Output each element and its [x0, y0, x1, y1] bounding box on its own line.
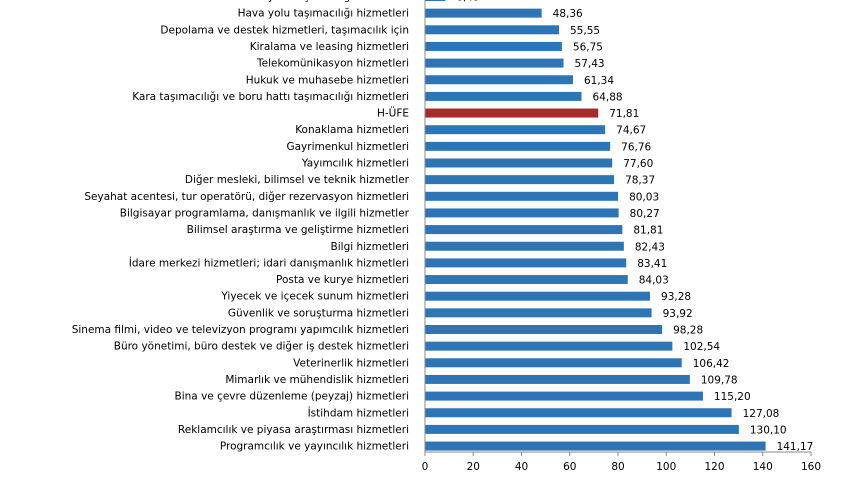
x-tick-label: 20 — [467, 461, 480, 473]
bar — [425, 308, 652, 318]
bar — [425, 408, 732, 418]
value-label: 64,88 — [593, 91, 623, 103]
value-label: 80,27 — [630, 208, 660, 220]
bar — [425, 91, 582, 101]
bar — [425, 175, 615, 185]
value-label: 106,42 — [693, 358, 730, 370]
category-label: Su yolu taşımacılığı hizmetleri — [251, 0, 409, 3]
value-label: 141,17 — [777, 441, 814, 453]
value-label: 98,28 — [673, 325, 703, 337]
value-label: 83,41 — [637, 258, 667, 270]
value-label: 71,81 — [609, 108, 639, 120]
bar — [425, 0, 446, 1]
category-label: Bilgisayar programlama, danışmanlık ve i… — [120, 207, 410, 219]
bar — [425, 41, 562, 51]
category-label: İstihdam hizmetleri — [308, 406, 409, 419]
bar — [425, 125, 606, 135]
value-label: 84,03 — [639, 275, 669, 287]
value-label: 61,34 — [584, 75, 614, 87]
category-label: Depolama ve destek hizmetleri, taşımacıl… — [160, 24, 409, 36]
bar — [425, 75, 573, 85]
bar — [425, 25, 560, 35]
value-label: 115,20 — [714, 391, 751, 403]
value-label: 81,81 — [633, 225, 663, 237]
category-label: Gayrimenkul hizmetleri — [286, 141, 409, 153]
bar — [425, 441, 766, 451]
category-label: Bilgi hizmetleri — [331, 241, 409, 253]
value-label: 55,55 — [570, 25, 600, 37]
value-label: 130,10 — [750, 424, 787, 436]
value-label: 77,60 — [623, 158, 653, 170]
bar — [425, 8, 542, 18]
category-label: Kiralama ve leasing hizmetleri — [250, 41, 409, 53]
category-label: Bilimsel araştırma ve geliştirme hizmetl… — [187, 224, 409, 236]
value-label: 82,43 — [635, 241, 665, 253]
category-label: Hukuk ve muhasebe hizmetleri — [246, 74, 409, 86]
bar — [425, 291, 651, 301]
value-label: 127,08 — [743, 408, 780, 420]
x-tick-label: 100 — [656, 461, 676, 473]
value-label: 57,43 — [575, 58, 605, 70]
value-label: 76,76 — [621, 141, 651, 153]
category-label: Reklamcılık ve piyasa araştırması hizmet… — [178, 424, 409, 436]
bar — [425, 241, 624, 251]
bar — [425, 108, 599, 118]
bar — [425, 358, 682, 368]
x-tick-label: 140 — [753, 461, 773, 473]
value-label: 93,92 — [663, 308, 693, 320]
category-label: Kara taşımacılığı ve boru hattı taşımacı… — [132, 91, 409, 103]
category-label: Yiyecek ve içecek sunum hizmetleri — [220, 291, 409, 303]
x-axis: 0 20 40 60 80 100 120 140 160 — [422, 0, 821, 473]
bar — [425, 424, 739, 434]
value-label: 102,54 — [683, 341, 720, 353]
value-label: 93,28 — [661, 291, 691, 303]
value-label: 56,75 — [573, 41, 603, 53]
category-label: Konaklama hizmetleri — [295, 124, 409, 136]
value-label: 74,67 — [616, 125, 646, 137]
bar — [425, 325, 663, 334]
value-label: 78,37 — [625, 175, 655, 187]
category-label: H-ÜFE — [377, 107, 409, 120]
bar — [425, 275, 628, 285]
category-label: Seyahat acentesi, tur operatörü, diğer r… — [84, 191, 409, 203]
x-tick-label: 60 — [563, 461, 576, 473]
category-label: Posta ve kurye hizmetleri — [276, 274, 409, 286]
x-tick-label: 40 — [515, 461, 528, 473]
bar — [425, 258, 627, 268]
category-label: Hava yolu taşımacılığı hizmetleri — [238, 8, 409, 20]
category-label: Mimarlık ve mühendislik hizmetleri — [225, 374, 409, 386]
category-labels: Su yolu taşımacılığı hizmetleri Hava yolu… — [72, 0, 410, 453]
bar — [425, 341, 673, 351]
bar — [425, 225, 623, 235]
category-label: Telekomünikasyon hizmetleri — [256, 58, 409, 70]
value-label: 80,03 — [629, 191, 659, 203]
category-label: Veterinerlik hizmetleri — [293, 357, 409, 369]
category-label: Büro yönetimi, büro destek ve diğer iş d… — [114, 341, 409, 353]
bar — [425, 191, 619, 201]
category-label: Sinema filmi, video ve televizyon progra… — [72, 324, 409, 336]
bar — [425, 158, 613, 168]
category-label: Programcılık ve yayıncılık hizmetleri — [220, 441, 409, 453]
value-label: 8,45 — [456, 0, 479, 4]
category-label: İdare merkezi hizmetleri; idari danışman… — [129, 256, 409, 269]
x-tick-label: 0 — [422, 461, 429, 473]
x-tick-label: 80 — [611, 461, 624, 473]
bar — [425, 374, 690, 384]
category-label: Bina ve çevre düzenleme (peyzaj) hizmetl… — [175, 391, 409, 403]
value-label: 109,78 — [701, 374, 738, 386]
category-label: Diğer mesleki, bilimsel ve teknik hizmet… — [185, 174, 410, 186]
bar — [425, 141, 611, 151]
bar — [425, 391, 703, 401]
category-label: Yayımcılık hizmetleri — [301, 158, 409, 170]
x-tick-label: 160 — [801, 461, 821, 473]
bar — [425, 58, 564, 68]
value-label: 48,36 — [553, 8, 583, 20]
bars-layer — [425, 0, 766, 451]
bar — [425, 208, 619, 218]
value-labels: 8,45 48,36 55,55 56,75 57,43 61,34 64,88 71,81 7… — [456, 0, 813, 453]
x-tick-label: 120 — [704, 461, 724, 473]
category-label: Güvenlik ve soruşturma hizmetleri — [228, 307, 409, 319]
